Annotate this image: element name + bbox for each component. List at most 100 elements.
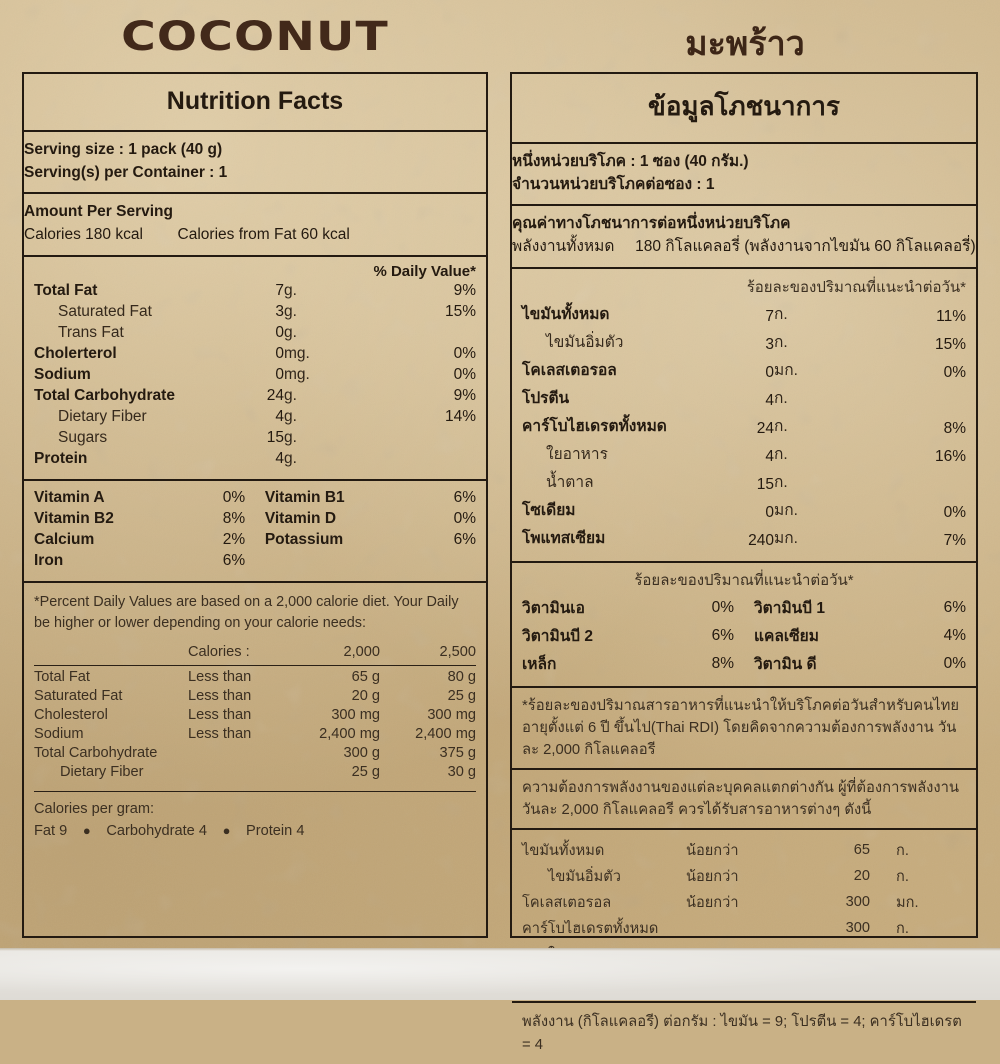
bullet-separator-icon: ● <box>79 823 95 839</box>
dv-value-2500: 375 g <box>439 745 476 762</box>
nutrient-unit: g. <box>284 408 297 425</box>
nutrient-daily-value: 11% <box>936 308 966 325</box>
dv-value-2500: 80 g <box>447 669 476 686</box>
nutrient-name: ใยอาหาร <box>546 446 608 463</box>
vitamin-name-right: วิตามินบี 1 <box>753 600 826 617</box>
nutrient-amount: 0 <box>275 324 284 341</box>
calories-per-gram-label: Calories per gram: <box>34 800 155 817</box>
vitamin-value-right: 0% <box>943 654 966 672</box>
amount-per-serving-thai: คุณค่าทางโภชนาการต่อหนึ่งหน่วยบริโภค พลั… <box>512 206 976 269</box>
daily-value-row: Saturated Fat Less than 20 g 25 g <box>34 687 476 706</box>
amount-per-serving-label-thai: คุณค่าทางโภชนาการต่อหนึ่งหน่วยบริโภค <box>512 215 791 233</box>
dv-qualifier <box>686 915 796 941</box>
dv-nutrient-name: โคเลสเตอรอล <box>522 894 612 911</box>
amount-per-serving-label-english: Amount Per Serving <box>24 203 173 221</box>
nutrients-table-english: Total Fat 7 g. 9% Saturated Fat 3 g. 15% Trans F… <box>34 281 476 470</box>
nutrient-row: Total Fat 7 g. 9% <box>34 281 476 302</box>
nutrient-unit: มก. <box>774 530 798 547</box>
dv-nutrient-name: ไขมันอิ่มตัว <box>548 868 621 885</box>
nutrient-daily-value: 16% <box>934 448 966 465</box>
nutrient-amount: 240 <box>748 532 774 549</box>
nutrient-unit: mg. <box>284 366 310 383</box>
bottom-surface-strip <box>0 948 1000 1000</box>
vitamin-row: Vitamin B2 8% Vitamin D 0% <box>34 509 476 530</box>
nutrient-row: Trans Fat 0 g. <box>34 323 476 344</box>
vitamins-table-thai: วิตามินเอ 0% วิตามินบี 1 6% วิตามินบี 2 6% แคล… <box>522 594 966 678</box>
nutrient-row: โปรตีน 4 ก. <box>522 384 966 412</box>
dv-nutrient-name: Cholesterol <box>34 707 108 724</box>
vitamin-name-left: Vitamin A <box>34 489 105 506</box>
dv-value-2500: 25 g <box>447 688 476 705</box>
daily-value-row: Cholesterol Less than 300 mg 300 mg <box>34 706 476 725</box>
dv-qualifier: Less than <box>188 688 252 705</box>
nutrient-unit: มก. <box>774 502 798 519</box>
nutrient-daily-value: 0% <box>943 364 966 381</box>
daily-value-row: คาร์โบไฮเดรตทั้งหมด 300 ก. <box>522 915 966 941</box>
dv-value-2000: 20 g <box>351 688 380 705</box>
nutrients-section-thai: ร้อยละของปริมาณที่แนะนำต่อวัน* ไขมันทั้ง… <box>512 269 976 563</box>
calories-row-thai: พลังงานทั้งหมด 180 กิโลแคลอรี่ (พลังงานจ… <box>512 236 976 259</box>
calories-from-fat-english: Calories from Fat 60 kcal <box>177 225 350 243</box>
daily-value-row: Total Fat Less than 65 g 80 g <box>34 668 476 687</box>
vitamin-name-right <box>265 551 409 572</box>
divider <box>34 790 476 792</box>
dv-value-2000: 65 g <box>351 669 380 686</box>
footer-section-thai: พลังงาน (กิโลแคลอรี) ต่อกรัม : ไขมัน = 9… <box>512 1003 976 1063</box>
dv-nutrient-name: Dietary Fiber <box>60 764 144 781</box>
footer-thai: พลังงาน (กิโลแคลอรี) ต่อกรัม : ไขมัน = 9… <box>522 1014 962 1053</box>
nutrient-name: Saturated Fat <box>58 303 152 320</box>
footnote-english: *Percent Daily Values are based on a 2,0… <box>34 593 459 632</box>
vitamin-name-left: วิตามินเอ <box>522 600 585 617</box>
vitamin-name-right: Vitamin D <box>264 510 337 527</box>
dv-qualifier: น้อยกว่า <box>686 842 739 859</box>
nutrient-daily-value: 15% <box>444 303 476 320</box>
nutrient-name: Total Carbohydrate <box>34 387 175 404</box>
dv-nutrient-name: Sodium <box>34 726 84 743</box>
nutrient-daily-value: 9% <box>453 282 476 299</box>
servings-per-container-english: Serving(s) per Container : 1 <box>24 163 228 181</box>
dv-qualifier: Less than <box>188 707 252 724</box>
dv-unit: ก. <box>896 842 909 859</box>
daily-values-rows-english: Total Fat Less than 65 g 80 g Saturated Fat L… <box>34 668 476 782</box>
dv-qualifier <box>188 744 288 763</box>
nutrient-row: Cholerterol 0 mg. 0% <box>34 344 476 365</box>
nutrient-unit: g. <box>284 303 297 320</box>
nutrient-unit: mg. <box>284 345 310 362</box>
dv-qualifier: น้อยกว่า <box>686 868 739 885</box>
vitamin-value-right: 0% <box>453 510 476 527</box>
amount-per-serving-english: Amount Per Serving Calories 180 kcal Cal… <box>24 194 486 257</box>
nutrient-unit: ก. <box>774 418 788 435</box>
nutrient-name: Cholerterol <box>34 345 117 362</box>
nutrient-unit: ก. <box>774 474 788 491</box>
daily-value-header-thai: ร้อยละของปริมาณที่แนะนำต่อวัน* <box>746 278 966 296</box>
nutrient-amount: 24 <box>756 420 774 437</box>
daily-value-row: Total Carbohydrate 300 g 375 g <box>34 744 476 763</box>
vitamin-name-left: Vitamin B2 <box>34 510 114 527</box>
daily-value-row: โคเลสเตอรอล น้อยกว่า 300 มก. <box>522 889 966 915</box>
vitamins-header-thai: ร้อยละของปริมาณที่แนะนำต่อวัน* <box>634 571 854 589</box>
calories-row-english: Calories 180 kcal Calories from Fat 60 k… <box>24 224 486 247</box>
vitamin-value-right: 6% <box>453 489 476 506</box>
footnote1-thai: *ร้อยละของปริมาณสารอาหารที่แนะนำให้บริโภ… <box>522 697 960 758</box>
dv-qualifier: น้อยกว่า <box>686 894 739 911</box>
nutrient-row: Sodium 0 mg. 0% <box>34 365 476 386</box>
dv-unit: ก. <box>896 920 909 937</box>
nutrient-name: คาร์โบไฮเดรตทั้งหมด <box>522 418 667 435</box>
nutrient-amount: 4 <box>765 448 774 465</box>
daily-value-row: ไขมันอิ่มตัว น้อยกว่า 20 ก. <box>522 863 966 889</box>
vitamin-row: วิตามินเอ 0% วิตามินบี 1 6% <box>522 594 966 622</box>
dv-value-2500: 300 mg <box>427 707 476 724</box>
vitamin-value-right: 6% <box>453 531 476 548</box>
vitamin-value-right <box>409 551 476 572</box>
nutrient-unit: g. <box>284 324 297 341</box>
dv-value-2500: 30 g <box>447 764 476 781</box>
daily-values-section-english: Calories : 2,000 2,500 Total Fat Less tha… <box>24 643 486 849</box>
nutrient-name: Sugars <box>58 429 108 446</box>
bullet-separator-icon: ● <box>218 823 235 839</box>
dv-nutrient-name: คาร์โบไฮเดรตทั้งหมด <box>522 920 659 937</box>
dv-value: 65 <box>853 842 870 859</box>
dv-nutrient-name: Total Carbohydrate <box>34 745 158 762</box>
nutrient-row: โคเลสเตอรอล 0 มก. 0% <box>522 356 966 384</box>
nutrient-name: Sodium <box>34 366 91 383</box>
daily-value-row: Dietary Fiber 25 g 30 g <box>34 763 476 782</box>
